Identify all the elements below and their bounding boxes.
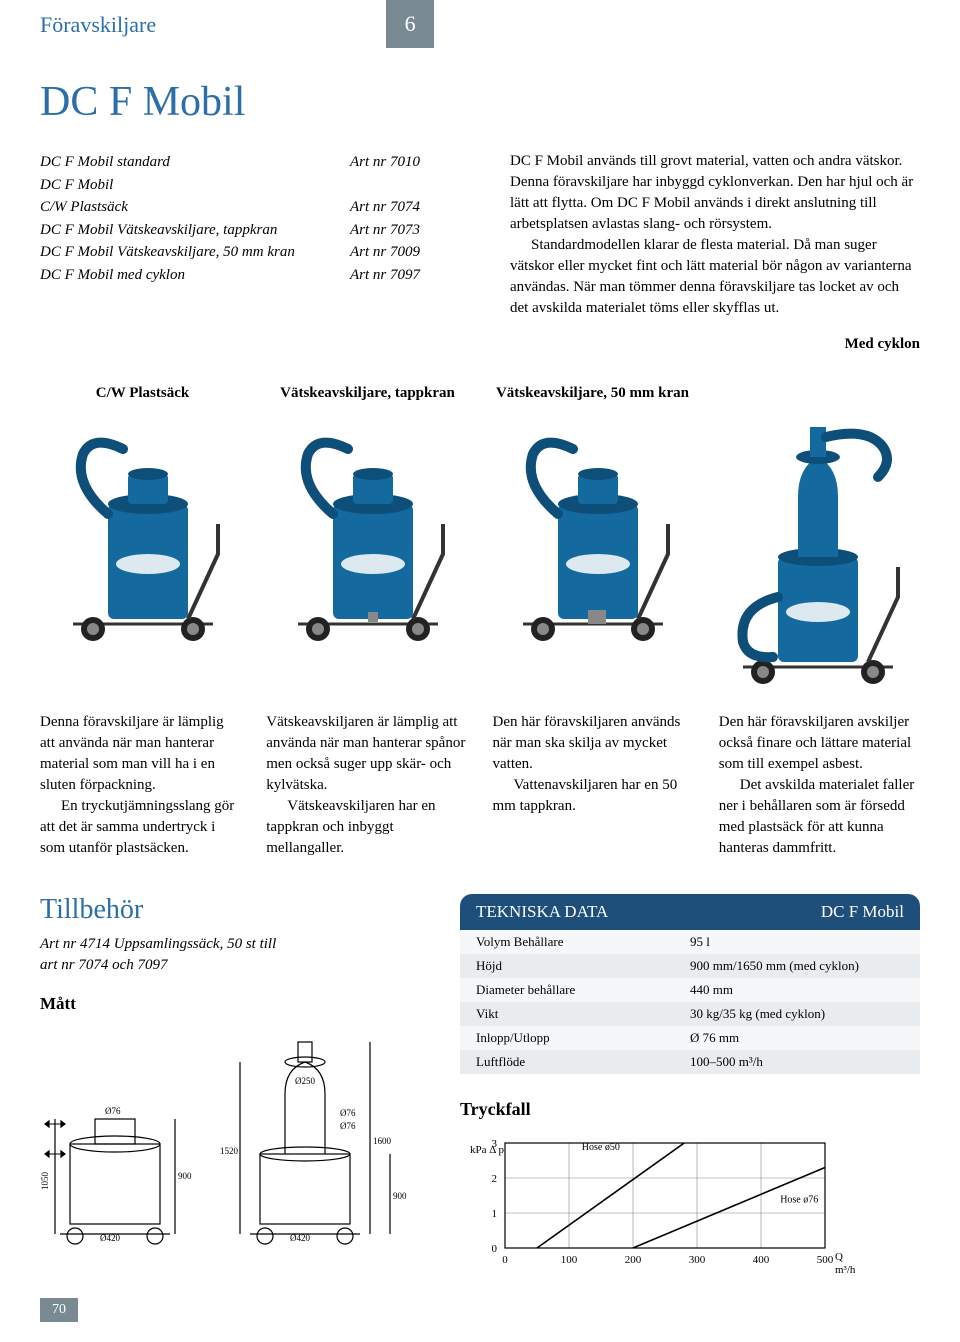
article-name: DC F Mobil standard [40, 151, 170, 174]
section-number: 6 [386, 0, 434, 48]
tech-value: 30 kg/35 kg (med cyklon) [690, 1006, 904, 1022]
pressure-drop-title: Tryckfall [460, 1099, 920, 1120]
article-name: DC F Mobil Vätskeavskiljare, tappkran [40, 219, 277, 242]
desc-col: Denna föravskiljare är lämplig att använ… [40, 712, 241, 859]
article-name: C/W Plastsäck [40, 196, 128, 219]
product-image [265, 414, 470, 644]
product-image [715, 397, 920, 687]
svg-text:300: 300 [689, 1254, 706, 1266]
tech-value: 95 l [690, 934, 904, 950]
accessory-text: Art nr 4714 Uppsamlingssäck, 50 st till … [40, 934, 420, 976]
dimensions-title: Mått [40, 994, 420, 1014]
product-descriptions: Denna föravskiljare är lämplig att använ… [40, 712, 920, 859]
tech-label: Volym Behållare [476, 934, 690, 950]
tech-value: 440 mm [690, 982, 904, 998]
tech-value: 900 mm/1650 mm (med cyklon) [690, 958, 904, 974]
page-number: 70 [40, 1298, 78, 1322]
tech-value: 100–500 m³/h [690, 1054, 904, 1070]
svg-text:900: 900 [393, 1191, 407, 1201]
tech-head-right: DC F Mobil [821, 902, 904, 922]
svg-text:Ø250: Ø250 [295, 1076, 315, 1086]
tech-label: Diameter behållare [476, 982, 690, 998]
section-title: Föravskiljare [40, 0, 156, 38]
header: Föravskiljare 6 [40, 0, 920, 48]
intro-text: DC F Mobil används till grovt material, … [510, 151, 920, 355]
article-nr: Art nr 7010 [350, 151, 420, 174]
tech-data-table: Volym Behållare95 l Höjd900 mm/1650 mm (… [460, 930, 920, 1074]
svg-text:Q: Q [835, 1251, 843, 1263]
paragraph: Standardmodellen klarar de flesta materi… [510, 235, 920, 319]
svg-text:900: 900 [178, 1171, 192, 1181]
svg-text:100: 100 [561, 1254, 578, 1266]
tillbehor-title: Tillbehör [40, 894, 420, 926]
product-image [490, 414, 695, 644]
svg-text:400: 400 [753, 1254, 770, 1266]
svg-text:2: 2 [492, 1173, 498, 1185]
article-list: DC F Mobil standard Art nr 7010 DC F Mobi… [40, 151, 450, 355]
tech-data-header: TEKNISKA DATA DC F Mobil [460, 894, 920, 930]
svg-text:1050: 1050 [40, 1172, 50, 1191]
svg-text:1: 1 [492, 1208, 498, 1220]
dimensions-drawing: Ø76 Ø420 900 Ø250 [40, 1024, 420, 1254]
paragraph: DC F Mobil används till grovt material, … [510, 151, 920, 235]
svg-text:0: 0 [502, 1254, 508, 1266]
svg-text:1600: 1600 [373, 1136, 392, 1146]
article-nr: Art nr 7074 [350, 196, 420, 219]
svg-text:Hose ø50: Hose ø50 [582, 1142, 620, 1153]
svg-text:500: 500 [817, 1254, 834, 1266]
tech-value: Ø 76 mm [690, 1030, 904, 1046]
desc-col: Vätskeavskiljaren är lämplig att använda… [266, 712, 467, 859]
desc-col: Den här föravskiljaren avskiljer också f… [719, 712, 920, 859]
tech-head-left: TEKNISKA DATA [476, 902, 608, 922]
product-caption: C/W Plastsäck [40, 385, 245, 402]
desc-col: Den här föravskiljaren används när man s… [493, 712, 694, 859]
pressure-drop-chart: 01002003004005000123kPa Δ pQm³/hHose ø50… [460, 1128, 920, 1278]
product-row: C/W Plastsäck [40, 385, 920, 687]
tech-label: Inlopp/Utlopp [476, 1030, 690, 1046]
svg-text:Ø76: Ø76 [340, 1108, 356, 1118]
svg-text:Hose ø76: Hose ø76 [780, 1195, 818, 1206]
svg-text:kPa Δ p: kPa Δ p [470, 1144, 504, 1156]
article-nr: Art nr 7009 [350, 241, 420, 264]
tech-label: Höjd [476, 958, 690, 974]
svg-text:m³/h: m³/h [835, 1264, 856, 1276]
svg-text:Ø420: Ø420 [290, 1233, 310, 1243]
page-title: DC F Mobil [40, 78, 920, 126]
svg-text:Ø76: Ø76 [105, 1106, 121, 1116]
svg-text:0: 0 [492, 1243, 498, 1255]
product-caption: Vätskeavskiljare, tappkran [265, 385, 470, 402]
svg-text:200: 200 [625, 1254, 642, 1266]
product-image [40, 414, 245, 644]
tech-label: Luftflöde [476, 1054, 690, 1070]
tech-label: Vikt [476, 1006, 690, 1022]
article-name: DC F Mobil med cyklon [40, 264, 185, 287]
article-name: DC F Mobil [40, 174, 113, 197]
product-caption: Vätskeavskiljare, 50 mm kran [490, 385, 695, 402]
svg-text:Ø76: Ø76 [340, 1121, 356, 1131]
med-cyklon-label: Med cyklon [510, 334, 920, 355]
svg-text:Ø420: Ø420 [100, 1233, 120, 1243]
article-name: DC F Mobil Vätskeavskiljare, 50 mm kran [40, 241, 295, 264]
article-nr: Art nr 7073 [350, 219, 420, 242]
article-nr: Art nr 7097 [350, 264, 420, 287]
svg-text:1520: 1520 [220, 1146, 239, 1156]
